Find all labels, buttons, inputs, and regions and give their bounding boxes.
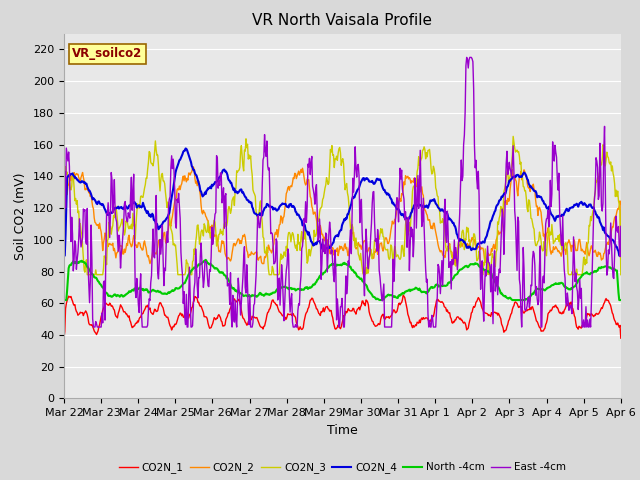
Legend: CO2N_1, CO2N_2, CO2N_3, CO2N_4, North -4cm, East -4cm: CO2N_1, CO2N_2, CO2N_3, CO2N_4, North -4… [115, 458, 570, 478]
CO2N_4 [185, 152, 193, 158]
CO2N_3 [617, 272, 625, 277]
CO2N_2 [70, 170, 78, 176]
X-axis label: Time: Time [327, 424, 358, 437]
CO2N_3 [128, 226, 136, 232]
CO2N_2 [60, 261, 68, 266]
CO2N_3 [214, 239, 222, 244]
Line: CO2N_2: CO2N_2 [64, 167, 621, 264]
Text: VR_soilco2: VR_soilco2 [72, 48, 143, 60]
East -4cm [214, 185, 222, 191]
CO2N_2 [184, 177, 192, 183]
CO2N_1 [184, 312, 192, 318]
East -4cm [60, 238, 68, 243]
CO2N_2 [189, 164, 197, 169]
North -4cm [428, 284, 435, 290]
CO2N_1 [428, 317, 435, 323]
CO2N_3 [428, 166, 435, 171]
CO2N_1 [411, 324, 419, 329]
CO2N_4 [214, 178, 222, 183]
North -4cm [411, 286, 419, 292]
CO2N_3 [509, 133, 517, 139]
CO2N_2 [127, 244, 135, 250]
CO2N_2 [214, 243, 222, 249]
East -4cm [428, 324, 435, 330]
CO2N_2 [617, 247, 625, 253]
North -4cm [127, 288, 135, 294]
Y-axis label: Soil CO2 (mV): Soil CO2 (mV) [15, 172, 28, 260]
CO2N_4 [411, 202, 419, 208]
East -4cm [617, 224, 625, 229]
CO2N_2 [428, 226, 435, 231]
CO2N_3 [411, 183, 419, 189]
CO2N_3 [70, 184, 78, 190]
East -4cm [90, 324, 97, 330]
North -4cm [70, 259, 78, 265]
East -4cm [185, 293, 193, 299]
East -4cm [411, 175, 419, 181]
East -4cm [463, 55, 470, 60]
CO2N_4 [617, 253, 625, 259]
CO2N_1 [214, 315, 221, 321]
North -4cm [184, 273, 192, 279]
CO2N_4 [428, 198, 435, 204]
CO2N_1 [617, 335, 625, 341]
Title: VR North Vaisala Profile: VR North Vaisala Profile [252, 13, 433, 28]
CO2N_4 [182, 145, 189, 151]
North -4cm [60, 297, 68, 303]
CO2N_1 [60, 335, 68, 341]
CO2N_4 [60, 253, 68, 259]
CO2N_3 [60, 239, 68, 244]
Line: North -4cm: North -4cm [64, 260, 621, 300]
Line: CO2N_1: CO2N_1 [64, 295, 621, 338]
CO2N_3 [83, 272, 91, 277]
North -4cm [214, 267, 222, 273]
CO2N_2 [411, 182, 419, 188]
East -4cm [128, 207, 136, 213]
North -4cm [202, 257, 209, 263]
CO2N_3 [185, 271, 193, 276]
CO2N_1 [399, 292, 407, 298]
East -4cm [70, 257, 78, 263]
CO2N_1 [127, 322, 135, 328]
CO2N_1 [70, 302, 78, 308]
Line: CO2N_4: CO2N_4 [64, 148, 621, 256]
Line: CO2N_3: CO2N_3 [64, 136, 621, 275]
CO2N_4 [70, 173, 78, 179]
North -4cm [617, 297, 625, 303]
Line: East -4cm: East -4cm [64, 58, 621, 327]
CO2N_4 [127, 202, 135, 208]
